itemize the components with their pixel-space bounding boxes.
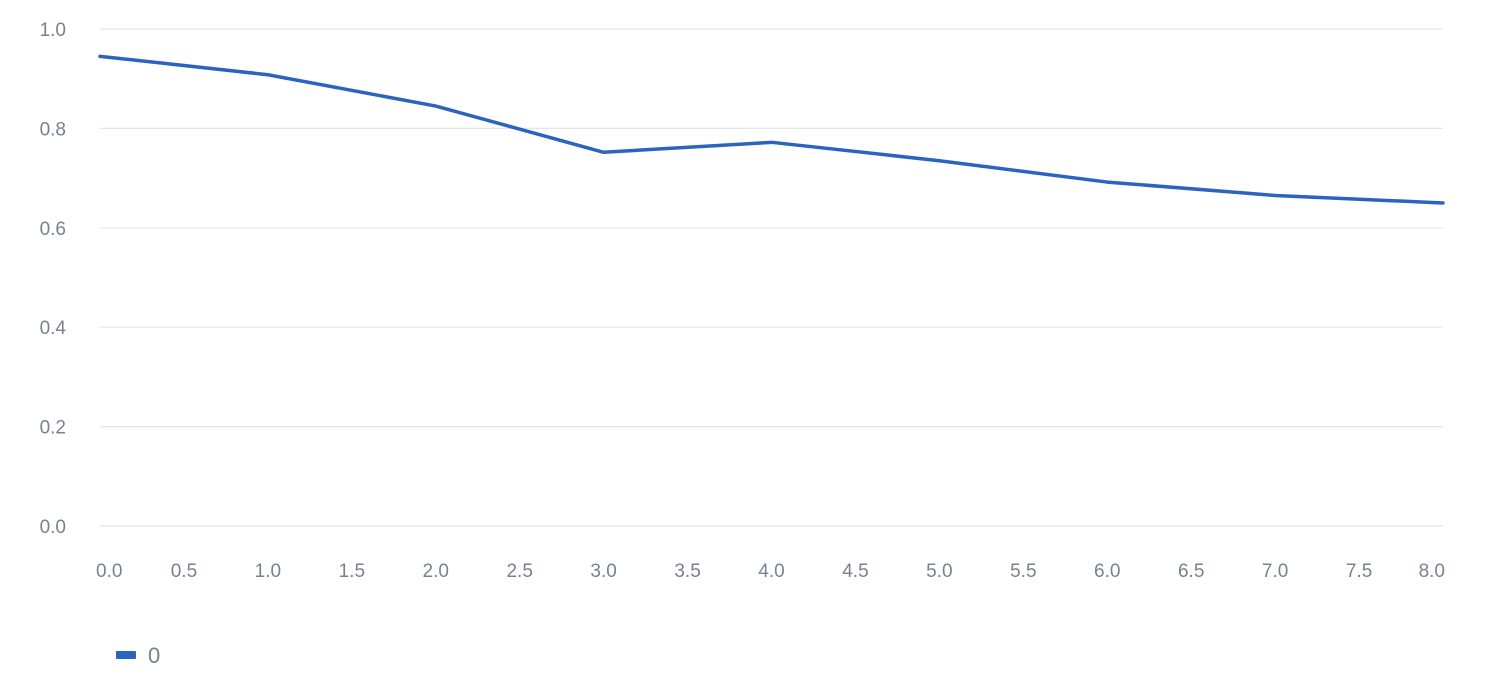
x-tick-label: 0.0 xyxy=(96,561,122,582)
series-line xyxy=(98,54,1445,205)
x-tick-label: 4.0 xyxy=(758,561,784,582)
grid xyxy=(100,28,1443,527)
y-tick-label: 1.0 xyxy=(40,20,66,41)
y-tick-label: 0.8 xyxy=(40,119,66,140)
x-tick-label: 5.0 xyxy=(926,561,952,582)
x-tick-label: 7.5 xyxy=(1346,561,1372,582)
y-tick-label: 0.4 xyxy=(40,318,67,339)
x-tick-label: 1.5 xyxy=(339,561,365,582)
y-tick-label: 0.0 xyxy=(40,517,66,538)
x-tick-label: 0.5 xyxy=(171,561,197,582)
x-tick-label: 7.0 xyxy=(1262,561,1288,582)
x-tick-label: 3.5 xyxy=(674,561,700,582)
x-tick-label: 2.5 xyxy=(506,561,532,582)
x-axis: 0.0 0.5 1.0 1.5 2.0 2.5 3.0 3.5 4.0 4.5 5.0 5.5 6.0 6… xyxy=(96,561,1445,582)
x-tick-label: 2.0 xyxy=(423,561,449,582)
x-tick-label: 5.5 xyxy=(1010,561,1036,582)
y-tick-label: 0.2 xyxy=(40,418,66,439)
legend-item[interactable]: 0 xyxy=(116,643,160,668)
x-tick-label: 6.0 xyxy=(1094,561,1120,582)
x-tick-label: 3.0 xyxy=(590,561,616,582)
y-tick-label: 0.6 xyxy=(40,219,66,240)
legend-swatch xyxy=(116,651,136,659)
y-axis: 0.0 0.2 0.4 0.6 0.8 1.0 xyxy=(40,20,67,538)
legend-label: 0 xyxy=(148,643,160,668)
x-tick-label: 1.0 xyxy=(255,561,281,582)
x-tick-label: 6.5 xyxy=(1178,561,1204,582)
legend[interactable]: 0 xyxy=(116,643,160,668)
series-layer xyxy=(98,54,1445,205)
x-tick-label: 8.0 xyxy=(1419,561,1445,582)
x-tick-label: 4.5 xyxy=(842,561,868,582)
